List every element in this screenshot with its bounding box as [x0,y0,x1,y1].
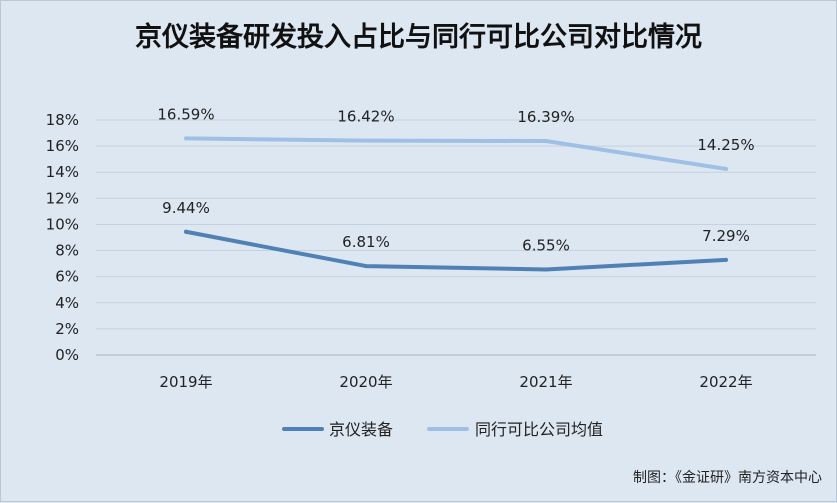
source-credit: 制图：《金证研》南方资本中心 [633,470,822,486]
series-line [184,229,728,272]
data-label: 16.39% [517,108,574,126]
data-label: 6.55% [522,236,570,254]
data-point [364,264,368,269]
x-tick-label: 2019年 [159,373,212,391]
y-axis-ticks: 0% 2% 4% 6% 8% 10% 12% 14% 16% 18% [46,111,79,364]
y-tick-label: 2% [55,320,79,338]
data-point [184,229,188,234]
y-tick-label: 14% [46,163,79,181]
data-point [364,138,368,143]
y-tick-label: 18% [46,111,79,129]
gridlines [96,119,816,356]
y-tick-label: 8% [55,242,79,260]
data-point [544,267,548,272]
y-tick-label: 4% [55,294,79,312]
series-line [184,136,728,171]
x-tick-label: 2021年 [519,373,572,391]
data-labels: 9.44% 6.81% 6.55% 7.29% 16.59% 16.42% 16.39% 14… [157,105,754,254]
chart-title: 京仪装备研发投入占比与同行可比公司对比情况 [135,22,702,53]
x-tick-label: 2020年 [339,373,392,391]
series-lines [184,136,728,272]
legend: 京仪装备 同行可比公司均值 [282,420,603,439]
y-tick-label: 6% [55,268,79,286]
data-label: 16.42% [337,108,394,126]
data-label: 16.59% [157,105,214,123]
data-point [544,139,548,144]
y-tick-label: 0% [55,346,79,364]
data-label: 6.81% [342,233,390,251]
y-tick-label: 16% [46,137,79,155]
data-point [724,166,728,171]
legend-label: 京仪装备 [329,420,393,439]
data-label: 9.44% [162,199,210,217]
data-label: 7.29% [702,227,750,245]
legend-label: 同行可比公司均值 [475,420,603,439]
x-axis-ticks: 2019年 2020年 2021年 2022年 [159,373,752,391]
data-label: 14.25% [697,136,754,154]
y-tick-label: 12% [46,189,79,207]
data-point [184,136,188,141]
y-tick-label: 10% [46,215,79,233]
data-point [724,257,728,262]
x-tick-label: 2022年 [699,373,752,391]
